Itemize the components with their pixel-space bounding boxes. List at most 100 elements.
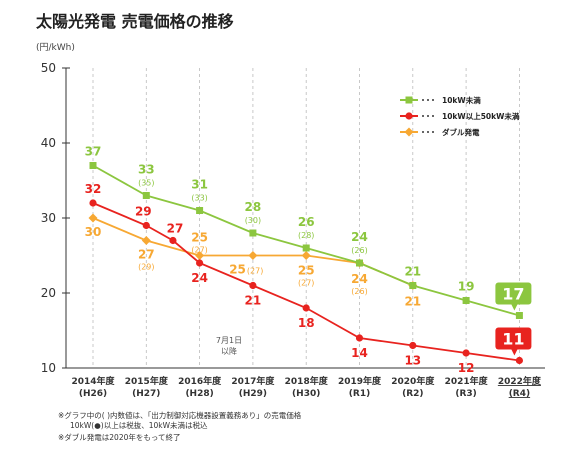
x-tick-sublabel-8: (R4): [509, 389, 530, 399]
orange-sublabel-4: (27): [298, 279, 314, 288]
annotation-line1: 7月1日: [216, 336, 242, 345]
series-0-point-0: [89, 162, 97, 169]
green-label-2: 31: [191, 178, 208, 192]
orange-label-0: 30: [85, 225, 102, 239]
green-sublabel-5: (26): [351, 246, 367, 255]
red-label-2: 27: [167, 222, 184, 236]
red-label-4: 21: [245, 294, 262, 308]
legend-label-1: 10kW以上50kW未満: [442, 111, 520, 121]
green-badge-pointer: [511, 304, 518, 311]
orange-label-1: 27: [138, 248, 155, 262]
green-badge: [495, 282, 532, 305]
x-tick-sublabel-3: (H29): [239, 389, 267, 399]
gridlines: [92, 68, 520, 368]
orange-sublabel-5: (26): [351, 287, 367, 296]
y-unit-label: (円/kWh): [36, 42, 75, 53]
red-label-1: 29: [135, 205, 152, 219]
footnote-1: ※グラフ中の( )内数値は、「出力制御対応機器設置義務あり」の売電価格: [58, 410, 302, 420]
series-1-point-0: [89, 199, 97, 207]
series-0-point-7: [462, 297, 470, 304]
footnotes: ※グラフ中の( )内数値は、「出力制御対応機器設置義務あり」の売電価格 10kW…: [58, 410, 302, 442]
green-label-4: 26: [298, 215, 315, 229]
legend-label-0: 10kW未満: [442, 95, 481, 105]
x-tick-sublabel-5: (R1): [349, 389, 370, 399]
series-1-point-3: [196, 259, 204, 267]
red-label-0: 32: [85, 182, 102, 196]
y-tick-label-20: 20: [41, 286, 56, 300]
x-tick-label-5: 2019年度: [338, 375, 382, 387]
green-sublabel-4: (28): [298, 231, 314, 240]
green-sublabel-2: (33): [191, 194, 207, 203]
x-tick-label-4: 2018年度: [285, 375, 329, 387]
green-label-3: 28: [245, 200, 262, 214]
red-badge-pointer: [511, 349, 518, 356]
series-1-point-6: [355, 334, 364, 342]
series-2-point-2: [195, 251, 205, 260]
green-label-8: 17: [502, 285, 524, 304]
series-lines: [88, 162, 524, 365]
x-tick-label-7: 2021年度: [445, 375, 489, 387]
series-1-point-8: [462, 349, 470, 357]
legend-marker-1: [405, 112, 413, 120]
red-label-9: 11: [502, 330, 524, 349]
chart-title: 太陽光発電 売電価格の推移: [35, 12, 234, 31]
orange-label-5: 24: [351, 272, 368, 286]
green-sublabel-1: (35): [138, 179, 154, 188]
y-tick-label-30: 30: [41, 211, 56, 225]
red-label-6: 14: [351, 346, 368, 360]
orange-label-2: 25: [191, 231, 208, 245]
series-0-point-8: [515, 312, 523, 319]
x-tick-label-3: 2017年度: [231, 375, 275, 387]
y-tick-label-50: 50: [41, 61, 56, 75]
red-label-7: 13: [404, 354, 421, 368]
red-label-8: 12: [458, 361, 475, 375]
red-label-3: 24: [191, 271, 208, 285]
series-0-point-3: [249, 229, 257, 237]
annotation-note: 7月1日 以降: [216, 336, 242, 356]
series-1-point-2: [169, 236, 177, 245]
y-tick-label-10: 10: [41, 361, 56, 375]
x-tick-sublabel-7: (R3): [455, 389, 476, 399]
x-tick-label-1: 2015年度: [125, 375, 169, 387]
series-2-point-0: [88, 213, 98, 223]
orange-sublabel-1: (29): [138, 263, 154, 272]
x-tick-label-8: 2022年度: [498, 375, 542, 387]
legend-marker-0: [405, 96, 413, 104]
series-1-point-1: [142, 221, 150, 230]
green-label-7: 19: [458, 280, 475, 294]
orange-sublabel-2: (27): [191, 246, 207, 255]
series-2-point-1: [141, 236, 151, 245]
y-tick-label-40: 40: [41, 136, 56, 150]
orange-sublabel-3: (27): [247, 267, 263, 276]
series-2-point-4: [301, 251, 311, 260]
series-1-point-7: [409, 341, 417, 350]
footnote-2: 10kW(●)以上は税抜、10kW未満は税込: [70, 420, 208, 430]
orange-label-6: 21: [404, 295, 421, 309]
series-0-point-6: [409, 282, 417, 289]
series-1-point-4: [249, 281, 257, 290]
series-0-point-5: [356, 259, 363, 267]
green-label-0: 37: [85, 145, 102, 159]
axes: 10 20 30 40 50 2014年度 (H26) 2015年度 (H27) 2016年度 (H…: [41, 61, 545, 399]
red-badge: [495, 327, 532, 350]
series-1-point-5: [302, 304, 310, 312]
green-label-1: 33: [138, 163, 155, 177]
orange-label-4: 25: [298, 264, 315, 278]
footnote-3: ※ダブル発電は2020年をもって終了: [58, 432, 181, 442]
series-0-point-4: [302, 244, 310, 252]
legend-marker-2: [404, 127, 414, 137]
x-tick-sublabel-1: (H27): [132, 389, 160, 399]
series-1-point-9: [515, 356, 524, 365]
x-tick-sublabel-6: (R2): [402, 389, 423, 399]
series-2-point-3: [248, 251, 258, 260]
x-tick-sublabel-4: (H30): [292, 389, 320, 399]
x-tick-sublabel-2: (H28): [185, 389, 213, 399]
x-tick-label-0: 2014年度: [71, 375, 115, 387]
green-sublabel-3: (30): [245, 216, 261, 225]
x-tick-sublabel-0: (H26): [79, 389, 107, 399]
x-tick-label-2: 2016年度: [178, 375, 222, 387]
